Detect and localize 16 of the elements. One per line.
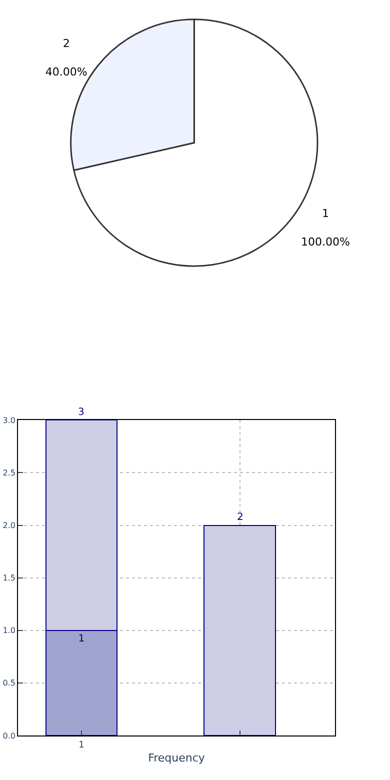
total-label: 2 [237,512,244,523]
slice-label: 1 [322,206,329,220]
y-tick-label: 1.0 [2,626,16,636]
y-tick-label: 0.0 [2,731,16,740]
x-axis-title: Frequency [148,751,206,764]
data-label: 100.00% [300,236,350,249]
y-tick-label: 2.5 [2,468,16,478]
y-tick-label: 2.0 [2,521,16,530]
total-label: 3 [78,407,84,418]
bar [204,524,276,736]
data-label: 1 [78,740,84,750]
y-tick-label: 0.5 [2,678,16,688]
data-label: 40.00% [45,66,88,79]
y-tick-label: 1.5 [2,574,16,583]
slice-label: 2 [62,36,70,50]
y-tick-label: 3.0 [2,416,16,425]
